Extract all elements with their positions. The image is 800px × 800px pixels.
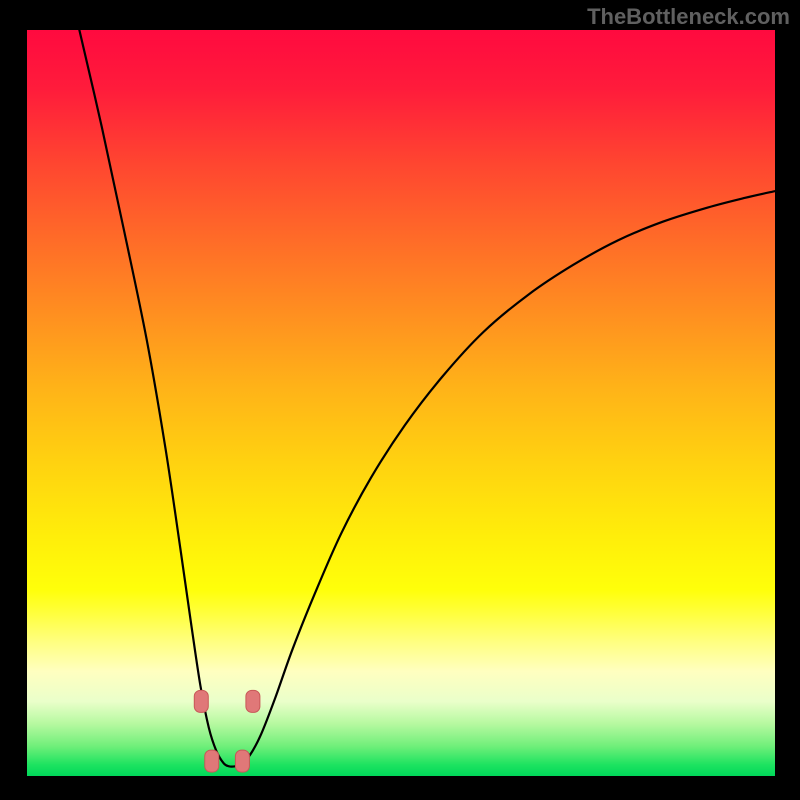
marker-0 bbox=[194, 690, 208, 712]
chart-frame: TheBottleneck.com bbox=[0, 0, 800, 800]
plot-area bbox=[27, 30, 775, 776]
marker-3 bbox=[235, 750, 249, 772]
marker-1 bbox=[246, 690, 260, 712]
plot-svg bbox=[27, 30, 775, 776]
plot-background bbox=[27, 30, 775, 776]
watermark-text: TheBottleneck.com bbox=[587, 4, 790, 30]
marker-2 bbox=[205, 750, 219, 772]
curve-v bbox=[79, 30, 775, 767]
